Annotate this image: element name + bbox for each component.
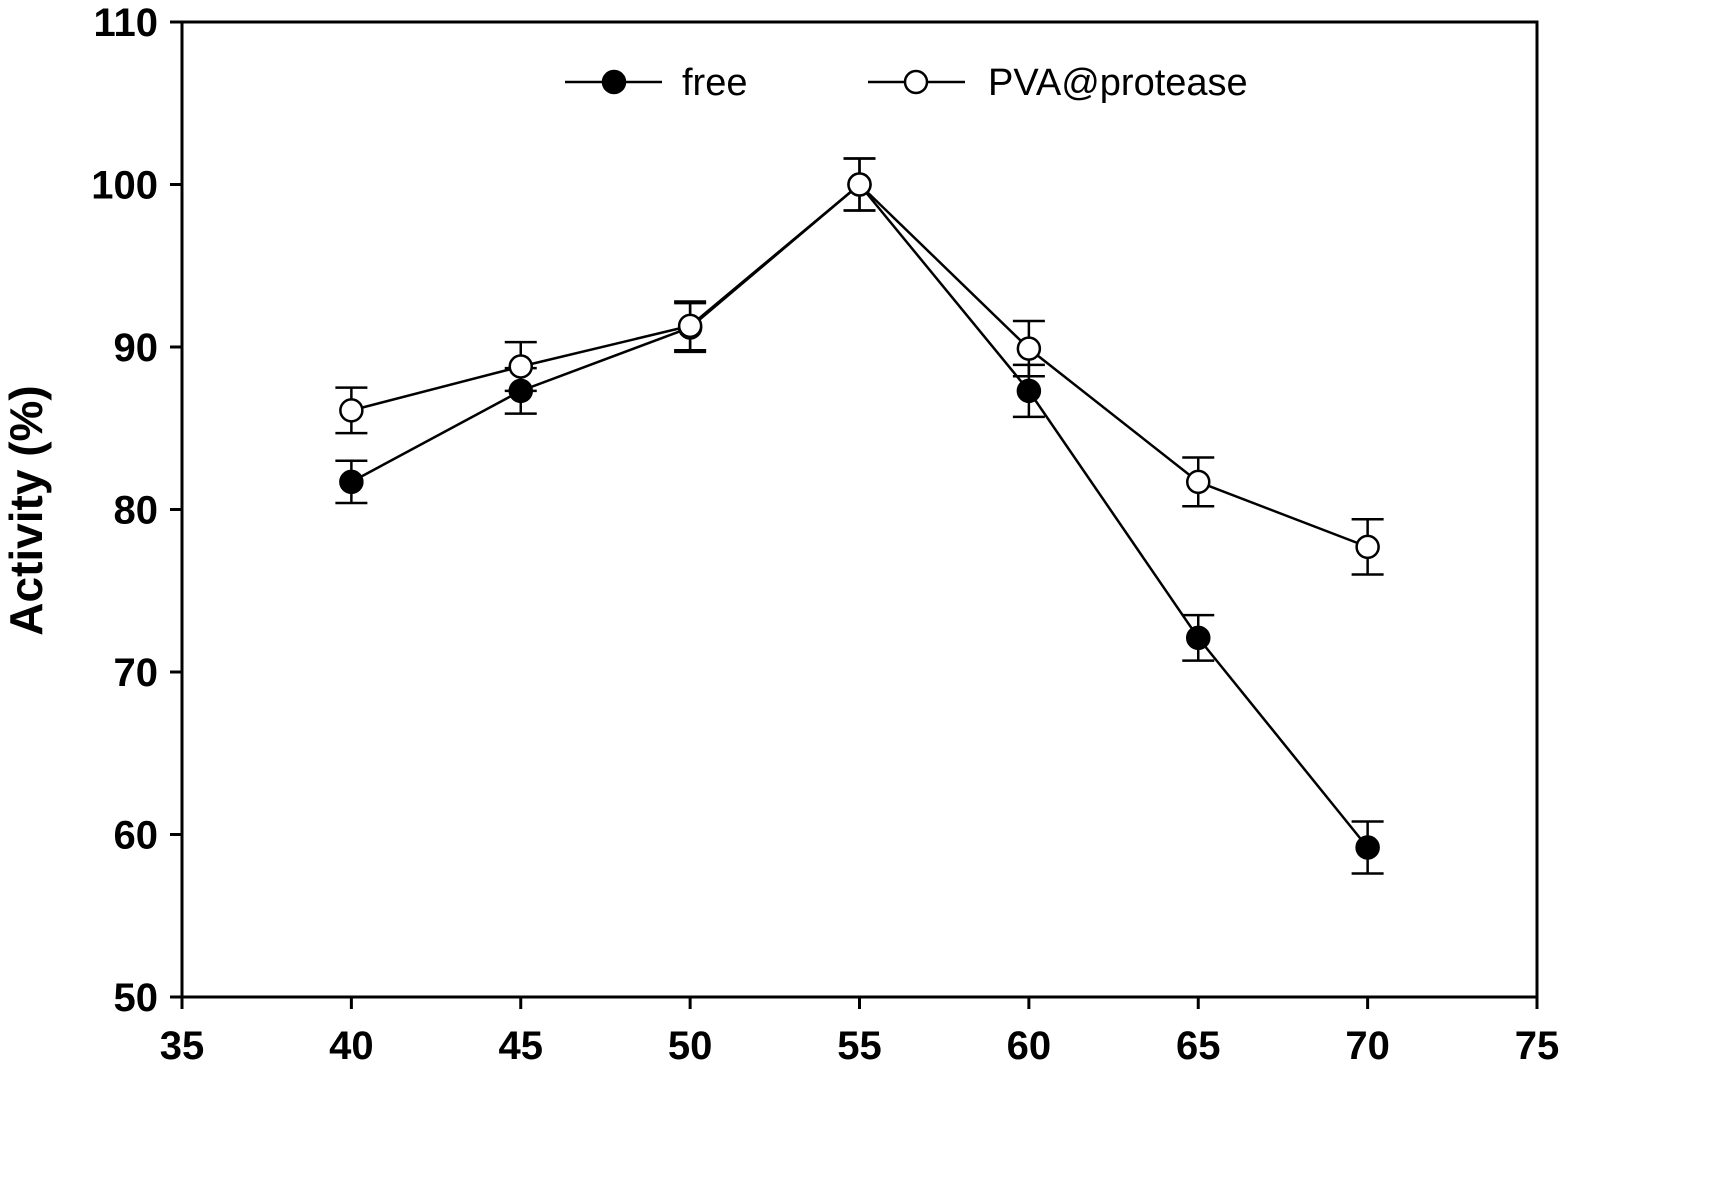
data-point <box>508 354 533 379</box>
y-tick-label: 50 <box>114 976 159 1020</box>
x-tick-label: 45 <box>499 1024 544 1068</box>
x-tick-label: 35 <box>160 1024 205 1068</box>
data-point <box>339 398 364 423</box>
legend-item-pva-protease: PVA@protease <box>868 62 1248 104</box>
x-tick-label: 60 <box>1007 1024 1052 1068</box>
series-free <box>335 157 1384 875</box>
y-axis: 50 60 70 80 90 100 110 <box>91 1 182 1020</box>
legend-label: PVA@protease <box>988 62 1248 104</box>
x-tick-label: 75 <box>1515 1024 1560 1068</box>
data-point <box>1355 534 1380 560</box>
legend-label: free <box>682 62 747 104</box>
data-point <box>1186 469 1211 495</box>
data-point <box>339 469 364 495</box>
data-point <box>1186 625 1211 651</box>
x-tick-label: 40 <box>329 1024 374 1068</box>
data-point <box>1016 378 1042 404</box>
y-tick-label: 70 <box>114 651 159 695</box>
x-tick-label: 55 <box>837 1024 882 1068</box>
data-point <box>677 313 703 339</box>
legend-marker <box>601 69 627 95</box>
x-tick-label: 65 <box>1176 1024 1221 1068</box>
legend-item-free: free <box>565 62 747 104</box>
series-line <box>351 182 1369 549</box>
data-point <box>1355 835 1380 860</box>
legend-marker <box>903 69 929 95</box>
y-axis-title: Activity (%) <box>0 385 52 635</box>
y-tick-label: 110 <box>93 1 158 45</box>
data-point <box>847 172 872 197</box>
series-line <box>350 182 1369 849</box>
series-layer <box>335 157 1384 875</box>
x-tick-label: 50 <box>668 1024 713 1068</box>
x-axis: 35 40 45 50 55 60 65 70 75 <box>160 997 1560 1068</box>
y-tick-label: 90 <box>114 326 159 370</box>
series-pva-protease <box>335 157 1384 576</box>
y-tick-label: 80 <box>114 489 159 533</box>
data-point <box>1016 336 1042 361</box>
y-tick-label: 100 <box>91 164 158 208</box>
x-tick-label: 70 <box>1345 1024 1390 1068</box>
legend: free PVA@protease <box>565 62 1248 104</box>
y-tick-label: 60 <box>114 814 159 858</box>
